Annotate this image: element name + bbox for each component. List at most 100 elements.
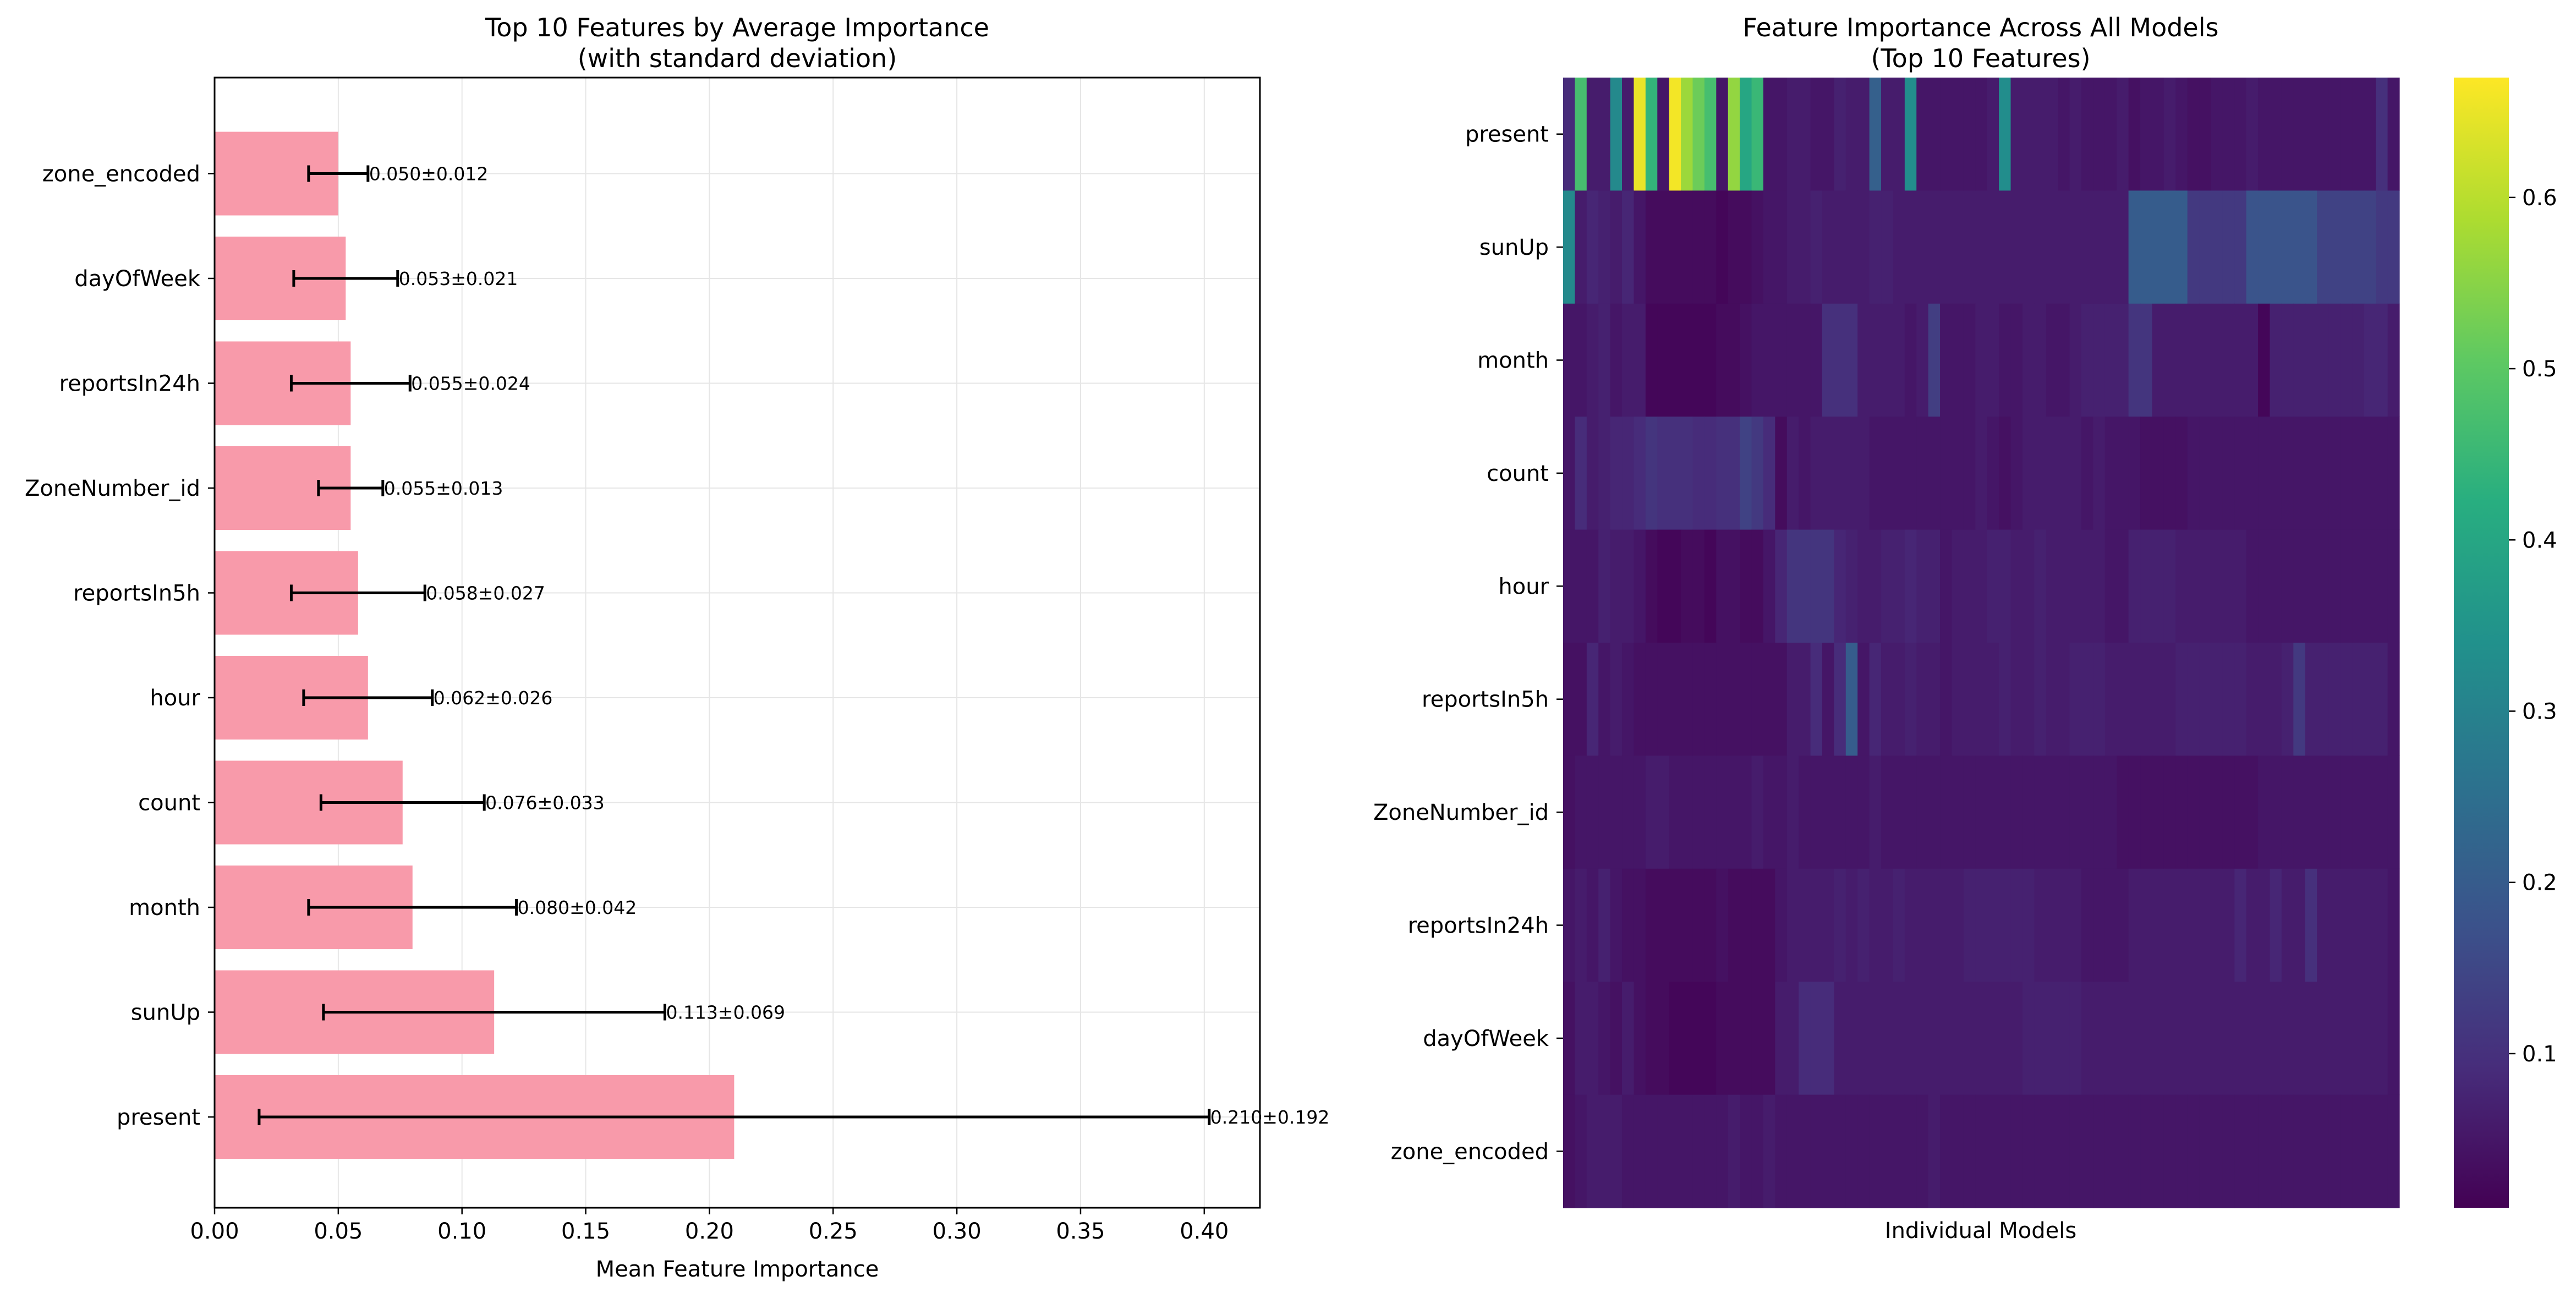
heatmap-cell [1810,190,1823,304]
heatmap-cell [2328,868,2341,982]
heatmap-cell [2010,982,2023,1096]
heatmap-cell [1751,1094,1764,1208]
heatmap-cell [1775,190,1788,304]
heatmap-cell [2034,78,2047,191]
value-label-ZoneNumber_id: 0.055±0.013 [384,478,503,499]
heatmap-cell [1704,190,1717,304]
heatmap-cell [2010,190,2023,304]
heatmap-cell [2364,303,2376,417]
heatmap-cell [2234,982,2247,1096]
heatmap-cell [2175,755,2188,869]
heatmap-cell [1681,643,1693,756]
heatmap-cell [2117,417,2129,530]
heatmap-cell [1563,417,1576,530]
heatmap-cell [2328,982,2341,1096]
heatmap-cell [2270,303,2282,417]
heatmap-cell [1669,78,1681,191]
heatmap-cell [2222,755,2235,869]
heatmap-cell [1845,303,1858,417]
heatmap-cell [1669,755,1681,869]
heatmap-subtitle: (Top 10 Features) [1871,43,2090,73]
heatmap-cell [1999,190,2012,304]
heatmap-row-label-dayOfWeek: dayOfWeek [1423,1026,1549,1051]
heatmap-cell [2152,303,2164,417]
heatmap-cell [2046,529,2058,643]
heatmap-cell [2364,643,2376,756]
heatmap-cell [1751,982,1764,1096]
heatmap-cell [1799,982,1811,1096]
heatmap-cell [1775,1094,1788,1208]
heatmap-cell [1940,982,1953,1096]
heatmap-cell [1869,643,1882,756]
heatmap-cell [1893,417,1905,530]
heatmap-cell [1763,643,1775,756]
heatmap-cell [2187,417,2200,530]
heatmap-cell [2199,868,2212,982]
heatmap-cell [1975,303,1988,417]
heatmap-cell [2387,78,2400,191]
heatmap-cell [1881,1094,1894,1208]
heatmap-cell [1999,982,2012,1096]
heatmap-cell [1586,868,1599,982]
heatmap-cell [2258,78,2271,191]
heatmap-cell [1751,643,1764,756]
heatmap-cell [2163,755,2176,869]
heatmap-cell [1751,529,1764,643]
heatmap-cell [1845,417,1858,530]
heatmap-cell [1904,529,1917,643]
heatmap-cell [1728,755,1740,869]
heatmap-cell [1810,755,1823,869]
x-tick-label: 0.20 [685,1219,734,1244]
heatmap-cell [2376,1094,2388,1208]
heatmap-cell [1610,529,1623,643]
heatmap-cell [2010,417,2023,530]
heatmap-cell [1940,529,1953,643]
heatmap-cell [1952,78,1964,191]
heatmap-cell [1657,643,1670,756]
heatmap-cell [2340,303,2353,417]
heatmap-cell [2234,417,2247,530]
heatmap-cell [1728,303,1740,417]
heatmap-cell [2305,78,2317,191]
heatmap-cell [1645,755,1658,869]
heatmap-cell [2034,982,2047,1096]
heatmap-cell [1645,190,1658,304]
heatmap-cell [1740,755,1752,869]
heatmap-cell [1704,529,1717,643]
heatmap-cell [1893,868,1905,982]
heatmap-cell [1610,303,1623,417]
heatmap-cell [1822,303,1834,417]
x-tick-label: 0.15 [561,1219,610,1244]
heatmap-cell [2293,982,2306,1096]
heatmap-cell [2352,868,2365,982]
heatmap-cell [1928,190,1941,304]
y-tick-label-ZoneNumber_id: ZoneNumber_id [25,476,200,501]
heatmap-cell [1575,755,1587,869]
heatmap-cell [2211,190,2223,304]
heatmap-cell [2376,643,2388,756]
heatmap-cell [1987,529,1999,643]
heatmap-cell [1952,982,1964,1096]
heatmap-cell [1869,982,1882,1096]
heatmap-cells [1563,78,2400,1208]
heatmap-cell [1716,529,1729,643]
heatmap-cell [1634,529,1646,643]
heatmap-cell [2187,982,2200,1096]
heatmap-cell [2281,1094,2294,1208]
heatmap-cell [2246,417,2259,530]
heatmap-cell [2317,190,2330,304]
heatmap-cell [1645,529,1658,643]
heatmap-cell [2140,78,2153,191]
heatmap-cell [2270,417,2282,530]
heatmap-cell [1740,643,1752,756]
heatmap-cell [2376,868,2388,982]
heatmap-cell [2211,868,2223,982]
heatmap-cell [1822,1094,1834,1208]
heatmap-cell [2163,529,2176,643]
heatmap-cell [1963,78,1976,191]
heatmap-cell [1763,417,1775,530]
heatmap-cell [1716,1094,1729,1208]
heatmap-cell [1692,303,1705,417]
value-label-zone_encoded: 0.050±0.012 [369,163,489,185]
